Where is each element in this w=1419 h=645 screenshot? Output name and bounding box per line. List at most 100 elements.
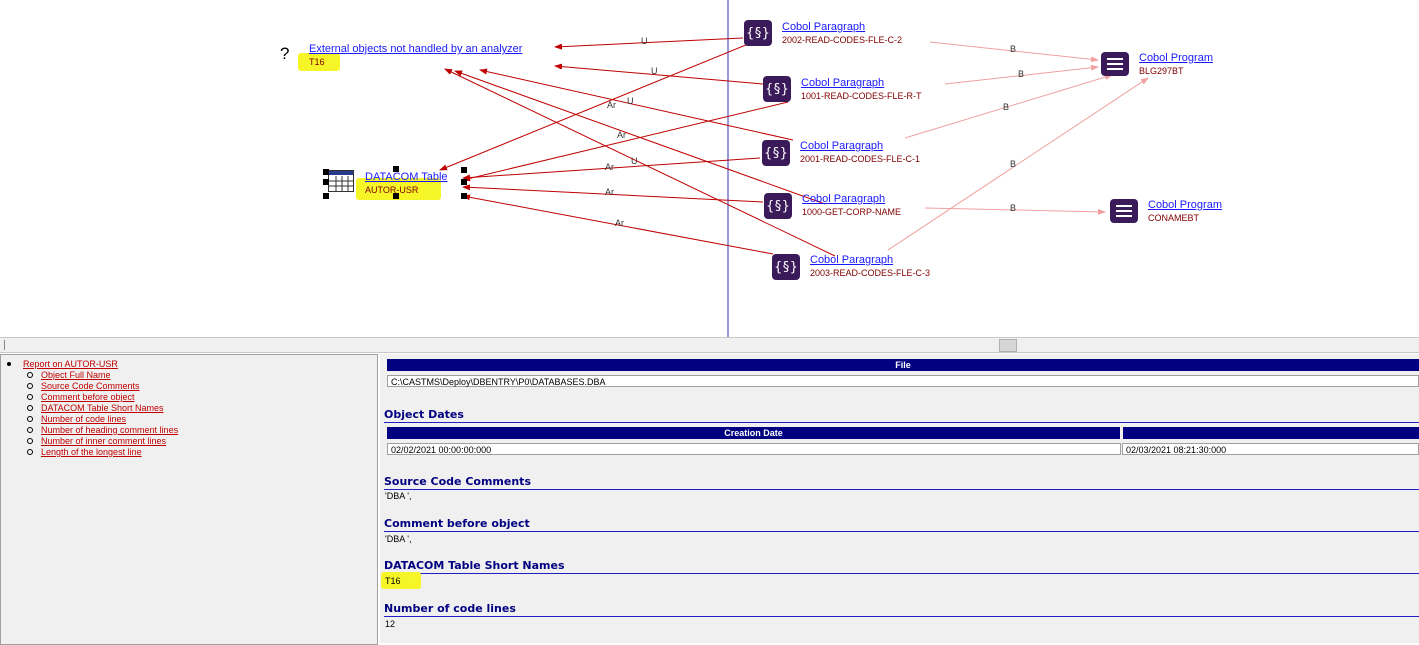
paragraph-title[interactable]: Cobol Paragraph [782, 21, 866, 33]
paragraph-title[interactable]: Cobol Paragraph [802, 193, 886, 205]
report-toc: Report on AUTOR-USR Object Full Name Sou… [0, 354, 378, 645]
selection-handle[interactable] [393, 193, 399, 199]
selection-handle[interactable] [323, 169, 329, 175]
table-icon [328, 170, 354, 192]
paragraph-sub: 1001-READ-CODES-FLE-R-T [801, 91, 922, 101]
cobol-program-icon [1110, 199, 1138, 223]
datacom-table-title[interactable]: DATACOM Table [365, 171, 448, 183]
cobol-paragraph-icon: {§} [772, 254, 800, 280]
highlight-mark [298, 53, 340, 71]
program-sub: BLG297BT [1139, 66, 1184, 76]
comment-before-value: 'DBA ', [385, 534, 412, 544]
toc-item[interactable]: DATACOM Table Short Names [27, 403, 164, 413]
circle-bullet-icon [27, 438, 33, 444]
program-sub: CONAMEBT [1148, 213, 1200, 223]
external-objects-title[interactable]: External objects not handled by an analy… [309, 43, 523, 55]
edge-label: Ar [615, 218, 624, 228]
selection-handle[interactable] [461, 193, 467, 199]
edge-label: B [1010, 159, 1017, 169]
circle-bullet-icon [27, 427, 33, 433]
question-icon: ? [280, 44, 290, 63]
cobol-paragraph-icon: {§} [763, 76, 791, 102]
selection-handle[interactable] [461, 179, 467, 185]
edge-label: Ar [607, 100, 616, 110]
report-panel: File C:\CASTMS\Deploy\DBENTRY\P0\DATABAS… [380, 354, 1419, 643]
toc-link[interactable]: Object Full Name [41, 370, 111, 380]
scroll-left-cap [4, 340, 5, 350]
toc-link[interactable]: DATACOM Table Short Names [41, 403, 164, 413]
modification-date-header [1123, 427, 1419, 439]
edge-label: U [627, 96, 634, 106]
paragraph-title[interactable]: Cobol Paragraph [800, 140, 884, 152]
paragraph-sub: 1000-GET-CORP-NAME [802, 207, 902, 217]
circle-bullet-icon [27, 416, 33, 422]
toc-link[interactable]: Number of inner comment lines [41, 436, 167, 446]
external-objects-sub: T16 [309, 57, 325, 67]
scroll-thumb[interactable] [999, 339, 1017, 352]
edge-label: B [1010, 44, 1017, 54]
cobol-paragraph-icon: {§} [764, 193, 792, 219]
toc-item[interactable]: Length of the longest line [27, 447, 142, 457]
circle-bullet-icon [27, 405, 33, 411]
edge-label: U [631, 156, 638, 166]
edge-label: B [1003, 102, 1010, 112]
creation-date-value: 02/02/2021 00:00:00:000 [387, 443, 1121, 455]
short-names-title: DATACOM Table Short Names [384, 559, 1419, 574]
edge-label: U [641, 36, 648, 46]
edge-label: Ar [617, 130, 626, 140]
selection-handle[interactable] [323, 193, 329, 199]
toc-item[interactable]: Number of heading comment lines [27, 425, 178, 435]
paragraph-title[interactable]: Cobol Paragraph [810, 254, 894, 266]
circle-bullet-icon [27, 372, 33, 378]
datacom-table-sub: AUTOR-USR [365, 185, 419, 195]
paragraph-sub: 2001-READ-CODES-FLE-C-1 [800, 154, 921, 164]
toc-item[interactable]: Number of code lines [27, 414, 126, 424]
toc-link[interactable]: Comment before object [41, 392, 135, 402]
edge-label: U [651, 66, 658, 76]
selection-handle[interactable] [323, 179, 329, 185]
toc-link[interactable]: Source Code Comments [41, 381, 140, 391]
toc-link[interactable]: Length of the longest line [41, 447, 142, 457]
call-edges [887, 41, 1149, 251]
short-names-value: T16 [385, 576, 401, 586]
circle-bullet-icon [27, 394, 33, 400]
horizontal-scrollbar[interactable] [0, 337, 1419, 353]
program-title[interactable]: Cobol Program [1148, 199, 1222, 211]
bullet-icon [7, 362, 11, 366]
edge-label: B [1010, 203, 1017, 213]
highlight-mark [356, 178, 441, 200]
paragraph-title[interactable]: Cobol Paragraph [801, 77, 885, 89]
paragraph-sub: 2003-READ-CODES-FLE-C-3 [810, 268, 931, 278]
cobol-paragraph-icon: {§} [744, 20, 772, 46]
toc-item[interactable]: Number of inner comment lines [27, 436, 166, 446]
creation-date-header: Creation Date [387, 427, 1120, 439]
edge-label: B [1018, 69, 1025, 79]
object-dates-title: Object Dates [384, 408, 1419, 423]
source-comments-title: Source Code Comments [384, 475, 1419, 490]
toc-item[interactable]: Object Full Name [27, 370, 111, 380]
toc-top-item[interactable]: Report on AUTOR-USR [7, 359, 118, 369]
toc-item[interactable]: Comment before object [27, 392, 135, 402]
comment-before-title: Comment before object [384, 517, 1419, 532]
access-edges [439, 37, 836, 257]
dependency-graph[interactable]: U U Ar U Ar Ar U Ar Ar B B B B B ? Exter… [0, 0, 1419, 337]
highlight-mark [381, 572, 421, 589]
circle-bullet-icon [27, 449, 33, 455]
edge-label: Ar [605, 187, 614, 197]
toc-item[interactable]: Source Code Comments [27, 381, 140, 391]
source-comments-value: 'DBA ', [385, 491, 412, 501]
toc-link[interactable]: Number of heading comment lines [41, 425, 179, 435]
cobol-program-icon [1101, 52, 1129, 76]
toc-report-link[interactable]: Report on AUTOR-USR [23, 359, 118, 369]
graph-edges [439, 0, 1149, 337]
program-title[interactable]: Cobol Program [1139, 52, 1213, 64]
paragraph-sub: 2002-READ-CODES-FLE-C-2 [782, 35, 903, 45]
code-lines-title: Number of code lines [384, 602, 1419, 617]
cobol-paragraph-icon: {§} [762, 140, 790, 166]
selection-handle[interactable] [461, 167, 467, 173]
selection-handle[interactable] [393, 166, 399, 172]
modification-date-value: 02/03/2021 08:21:30:000 [1122, 443, 1419, 455]
circle-bullet-icon [27, 383, 33, 389]
edge-label: Ar [605, 162, 614, 172]
toc-link[interactable]: Number of code lines [41, 414, 127, 424]
